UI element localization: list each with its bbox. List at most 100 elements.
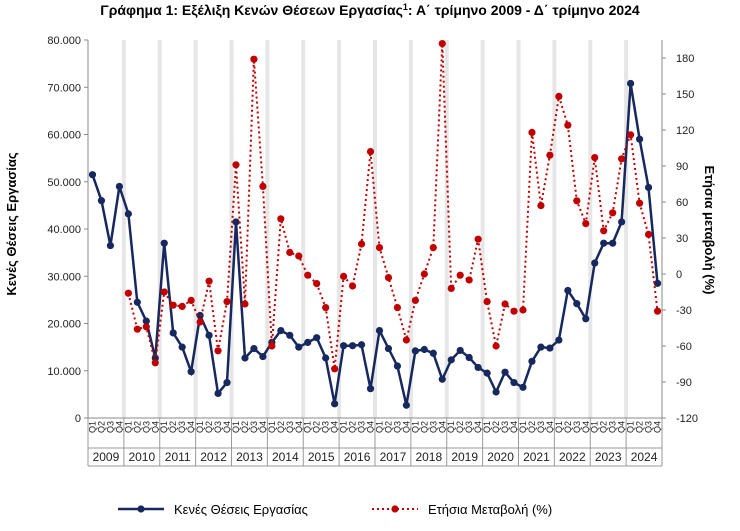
year-separator-band <box>552 40 557 418</box>
series-1-point <box>510 378 518 387</box>
series-1-point <box>519 383 527 391</box>
series-2-point <box>313 280 321 288</box>
series-1-point <box>474 363 482 372</box>
year-tick-label: 2009 <box>93 450 120 464</box>
year-tick-label: 2013 <box>236 450 263 464</box>
series-2-point <box>420 270 428 278</box>
series-1-point <box>115 182 123 191</box>
series-2-point <box>142 323 150 331</box>
right-tick-label: -120 <box>676 413 698 425</box>
quarter-tick-label: Q3 <box>213 421 223 433</box>
quarter-tick-label: Q3 <box>644 421 654 433</box>
series-2-point <box>241 300 249 308</box>
series-2-point <box>277 215 285 223</box>
quarter-tick-label: Q2 <box>168 421 178 433</box>
quarter-tick-label: Q1 <box>303 421 313 433</box>
series-1-point <box>250 344 258 353</box>
quarter-tick-label: Q1 <box>410 421 420 433</box>
quarter-tick-label: Q4 <box>294 421 304 433</box>
quarter-tick-label: Q4 <box>222 421 232 433</box>
quarter-tick-label: Q2 <box>204 421 214 433</box>
year-tick-label: 2022 <box>559 450 586 464</box>
series-1-point <box>304 338 312 346</box>
series-1-point <box>393 362 402 370</box>
quarter-tick-label: Q1 <box>159 421 169 433</box>
series-1-point <box>591 259 599 267</box>
series-2-point <box>340 272 348 280</box>
series-1-point <box>537 343 545 351</box>
series-2-point <box>528 128 536 136</box>
series-2-point <box>223 298 231 306</box>
quarter-tick-label: Q1 <box>87 421 97 433</box>
quarter-tick-label: Q4 <box>545 421 555 433</box>
series-2-point <box>591 154 599 162</box>
series-1-point <box>88 171 97 179</box>
year-tick-label: 2014 <box>272 450 299 464</box>
quarter-tick-label: Q3 <box>536 421 546 433</box>
year-bands <box>121 40 629 418</box>
year-tick-label: 2023 <box>595 450 622 464</box>
series-2-point <box>564 121 572 129</box>
series-1-point <box>447 356 455 364</box>
right-axis-label: Ετήσια μεταβολή (%) <box>702 166 717 295</box>
quarter-tick-label: Q2 <box>635 421 645 433</box>
quarter-tick-label: Q1 <box>554 421 564 433</box>
quarter-tick-label: Q4 <box>114 421 124 433</box>
series-2-point <box>635 199 644 207</box>
series-1-point <box>573 300 581 308</box>
year-separator-band <box>444 40 449 418</box>
series-1-point <box>241 354 249 362</box>
series-2-point <box>331 365 339 373</box>
series-2-point <box>322 304 330 312</box>
series-1-point <box>133 298 141 306</box>
series-1-point <box>277 326 285 335</box>
quarter-tick-label: Q2 <box>491 421 501 433</box>
series-2-point <box>501 300 509 308</box>
quarter-tick-label: Q2 <box>563 421 573 433</box>
right-tick-label: 180 <box>676 53 694 65</box>
series <box>88 40 662 409</box>
series-1-point <box>214 389 222 398</box>
year-separator-band <box>624 40 629 418</box>
quarter-tick-label: Q1 <box>518 421 528 433</box>
chart-title: Γράφημα 1: Εξέλιξη Κενών Θέσεων Εργασίας… <box>100 2 640 18</box>
series-1-point <box>384 344 393 353</box>
left-tick-label: 80.000 <box>47 35 81 47</box>
year-separator-band <box>408 40 413 418</box>
quarter-tick-label: Q1 <box>626 421 636 433</box>
quarter-tick-label: Q1 <box>267 421 277 433</box>
quarter-tick-label: Q3 <box>321 421 331 433</box>
quarter-tick-label: Q4 <box>581 421 591 433</box>
series-1-point <box>618 218 626 226</box>
quarter-tick-label: Q3 <box>572 421 582 433</box>
year-separator-band <box>373 40 377 418</box>
series-1-point <box>564 286 572 295</box>
quarter-tick-label: Q1 <box>446 421 456 433</box>
series-1-point <box>357 341 366 349</box>
series-2-point <box>609 209 617 217</box>
quarter-tick-label: Q3 <box>285 421 295 433</box>
quarter-tick-label: Q2 <box>419 421 429 433</box>
legend-swatch-marker <box>137 505 145 513</box>
quarter-tick-label: Q3 <box>141 421 151 433</box>
year-tick-label: 2024 <box>631 450 658 464</box>
series-2-point <box>133 325 141 333</box>
series-1-point <box>420 345 428 354</box>
series-1-point <box>322 354 330 362</box>
left-tick-label: 20.000 <box>47 319 81 331</box>
series-1-point <box>635 135 644 143</box>
x-axis-ticks: Q1Q2Q3Q4Q1Q2Q3Q4Q1Q2Q3Q4Q1Q2Q3Q4Q1Q2Q3Q4… <box>87 418 663 467</box>
quarter-tick-label: Q2 <box>132 421 142 433</box>
year-tick-label: 2011 <box>165 450 191 464</box>
quarter-tick-label: Q4 <box>366 421 376 433</box>
series-2-point <box>456 271 464 279</box>
quarter-tick-label: Q3 <box>392 421 402 433</box>
series-1-point <box>259 352 267 361</box>
year-separator-band <box>337 40 342 418</box>
series-2-point <box>384 274 393 282</box>
year-tick-label: 2020 <box>487 450 514 464</box>
series-2-point <box>250 55 258 63</box>
series-2-point <box>555 92 563 100</box>
series-2-point <box>411 296 419 304</box>
quarter-tick-label: Q4 <box>509 421 519 433</box>
